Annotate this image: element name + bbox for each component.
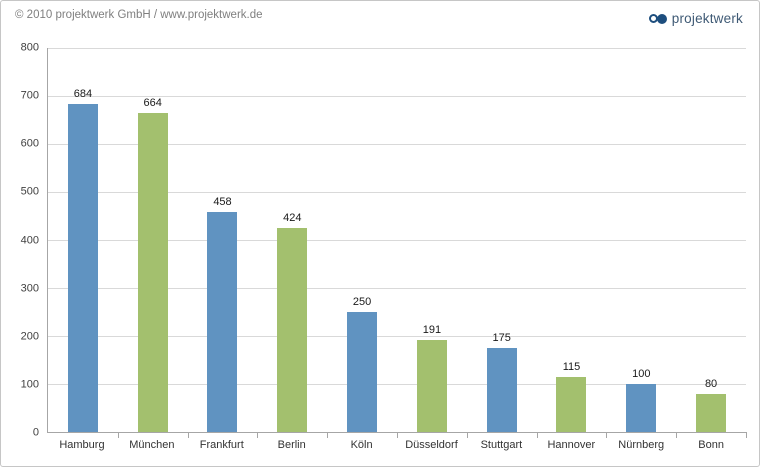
gridline [48,336,746,337]
bar [277,228,308,432]
gridline [48,144,746,145]
category-label: Stuttgart [480,439,523,451]
bar-value-label: 115 [562,360,581,373]
gridline [48,192,746,193]
category-label: Hamburg [59,439,105,451]
bar-column: 684 [48,48,118,432]
gridline [48,48,746,49]
bar-column: 250 [327,48,397,432]
bar [696,393,727,432]
x-axis-tick [327,432,329,438]
y-axis-tick-label: 500 [20,185,39,198]
logo-dot-icon [656,13,667,24]
category-label: Berlin [277,439,306,451]
bar-column: 424 [257,48,327,432]
y-axis: 0 100 200 300 400 500 600 700 800 [1,42,39,438]
bar-series: 684 664 458 424 250 191 175 115 100 80 [48,48,746,432]
category-label: Köln [350,439,373,451]
gridline [48,96,746,97]
x-axis-tick [536,432,538,438]
bar-value-label: 100 [632,368,651,380]
bar-column: 191 [397,48,467,432]
plot-area: 684 664 458 424 250 191 175 115 100 80 [47,48,747,438]
bar-value-label: 664 [143,97,162,110]
y-axis-tick-label: 100 [20,378,39,391]
bar-column: 80 [676,48,746,432]
bar-column: 115 [537,48,607,432]
bar-value-label: 250 [352,296,372,308]
x-axis-tick [676,432,678,438]
bar [347,312,378,432]
bar-value-label: 424 [283,212,302,225]
x-axis-tick [466,432,468,438]
bar-column: 175 [467,48,537,432]
x-axis-tick [397,432,398,438]
y-axis-tick-label: 700 [20,89,39,102]
gridline [48,384,746,385]
bar-column: 100 [606,48,676,432]
x-axis-tick [257,432,259,438]
bar-column: 664 [118,48,188,432]
gridline [48,240,746,241]
bar [137,113,168,432]
bar-column: 458 [188,48,258,432]
y-axis-tick-label: 300 [20,282,39,295]
bar [556,376,587,432]
x-axis-tick [117,432,119,438]
bar [67,103,98,432]
x-axis-tick [187,432,189,438]
category-label: Bonn [698,439,724,451]
x-axis-tick [746,432,747,438]
category-label: Hannover [547,439,596,451]
bar [207,212,238,432]
bar-value-label: 80 [704,377,718,390]
category-label: Frankfurt [199,439,244,451]
bar-value-label: 175 [492,332,511,344]
bar [486,348,517,432]
bar-value-label: 684 [73,87,93,100]
category-label: München [129,439,175,451]
y-axis-tick-label: 0 [32,426,39,439]
copyright-text: © 2010 projektwerk GmbH / www.projektwer… [15,9,263,21]
bar-value-label: 458 [213,196,232,209]
bar-value-label: 191 [422,324,442,337]
y-axis-tick-label: 600 [20,137,39,150]
category-label: Nürnberg [618,439,665,451]
projektwerk-logo: projektwerk [648,11,743,26]
gridline [48,288,746,289]
category-label: Düsseldorf [405,439,458,451]
bar [416,340,447,432]
bar [626,384,657,432]
y-axis-tick-label: 400 [20,234,39,246]
x-axis-labels: Hamburg München Frankfurt Berlin Köln Düsseld… [47,439,746,451]
y-axis-tick-label: 800 [20,41,39,54]
logo-text: projektwerk [671,11,743,26]
x-axis-tick [606,432,608,438]
y-axis-tick-label: 200 [20,330,39,343]
